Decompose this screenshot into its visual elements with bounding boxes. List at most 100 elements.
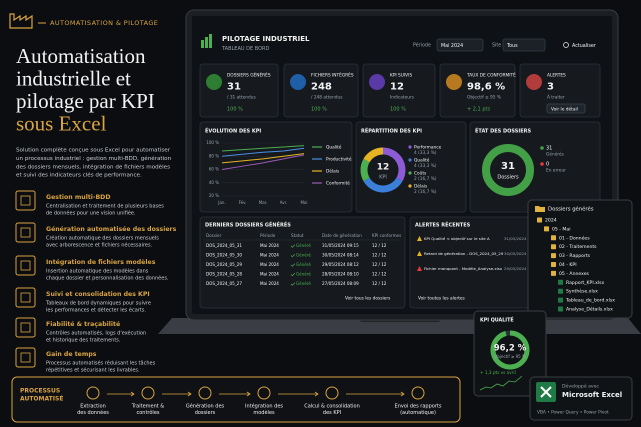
title-line: industrielle et [16,66,131,90]
sparkline [479,375,523,391]
badge: AUTOMATISATION & PILOTAGE [50,19,158,27]
legend-dot [540,146,544,150]
file-icon [558,288,563,294]
table-cell: Généré [296,262,311,267]
table-cell: Généré [296,272,311,277]
feature-title: Fiabilité & traçabilité [46,320,120,328]
site-value: Tous [506,43,518,49]
donut-segment [482,144,534,196]
excel-tech: VBA • Power Query • Power Pivot [537,410,609,416]
intro-line: un processus industriel : gestion multi-… [16,155,172,162]
x-tick-label: Fév. [239,200,247,205]
kpi-value: 98,6 % [467,82,505,93]
panel-title: ÉVOLUTION DES KPI [205,127,261,135]
table-cell: 27/05/2024 08:09 [322,281,359,286]
file-icon [558,279,563,285]
process-step: Calcul & consolidation [304,404,360,410]
gauge-value: 96,2 % [494,344,527,354]
table-cell: DOS_2024_05_28 [206,272,242,277]
process-step: (automatique) [400,410,436,416]
excel-x [540,386,552,398]
check-icon [290,282,296,286]
donut-label: Dossiers [497,175,519,181]
alert-text: Fichier manquant - Modèle_Analyse.xlsx [424,266,503,271]
feature-title: Suivi et consolidation des KPI [46,291,150,298]
donut-value: 31 [501,161,515,172]
donut-segment [382,147,406,182]
title-line: Automatisation [16,44,146,68]
process-step: Extraction [80,404,106,410]
process-arrow [107,391,135,397]
process-step: des KPI [323,410,341,416]
donut-segment [360,158,370,182]
period-select [436,38,484,52]
process-icon [325,386,339,400]
kpi-label: DOSSIERS GÉNÉRÉS [227,71,271,79]
folder-icon [537,217,542,223]
table-header: Date de génération [322,233,362,238]
table-cell: Mai 2024 [260,253,279,258]
kpi-line [221,147,305,157]
warning-icon [417,236,422,241]
table-link[interactable]: Voir tous les dossiers [345,296,391,302]
donut-segment [363,147,384,163]
process-label: AUTOMATISÉ [20,395,63,403]
legend-count: 31 [546,146,552,152]
table-cell: Généré [296,243,311,248]
feature-title: Gain de temps [46,351,97,358]
donut-value: 12 [377,163,390,173]
table-cell: 12 / 12 [372,281,387,286]
feature-text: chaque dossier et personnalisation des d… [46,275,169,282]
y-tick-label: 100 % [206,140,219,145]
legend-label: Générés [546,151,565,158]
folder-name: 04 - KPI [559,262,577,268]
feature-text: de données pour une vision unifiée. [46,210,136,217]
table-cell: 12 / 12 [372,272,387,277]
process-arrow [346,391,405,397]
donut-label: KPI [379,175,387,181]
table-cell: 12 / 12 [372,262,387,267]
check-icon [290,263,296,267]
panel [199,121,353,213]
logo-bar [205,37,208,48]
process-icon [411,386,425,400]
alerts-link[interactable]: Voir toutes les alertes [418,296,466,302]
folder-icon [551,262,556,267]
process-step: Traitement & [131,404,165,410]
excel-title: Microsoft Excel [562,391,622,399]
table-cell: Généré [296,281,311,286]
feature-icon-inner [20,227,31,238]
legend-label: Coûts [414,170,427,177]
folder-icon [551,235,556,241]
table-cell: Mai 2024 [260,243,279,248]
process-bar [11,376,461,423]
process-icon [86,386,100,400]
kpi-icon [290,74,306,90]
alert-date: 29/05/2024 [504,266,527,271]
legend-dot [408,158,412,162]
process-step: des données [77,409,109,416]
kpi-sub: À traiter [547,94,565,101]
legend-label: Qualité [414,157,430,164]
dashboard-title: PILOTAGE INDUSTRIEL [222,35,310,43]
file-name: Analyse_Détails.xlsx [566,306,613,313]
warning-icon [417,266,422,271]
table-cell: 12 / 12 [372,243,387,248]
kpi-sub: / 248 attendus [311,95,343,101]
x-tick-label: Avr. [280,200,287,205]
donut-segment [363,177,403,193]
intro-line: des dossiers mensuels, intégration de fi… [16,163,170,170]
feature-text: Tableaux de bord dynamiques pour suivre [45,301,151,307]
process-arrow [278,391,319,397]
refresh-button[interactable]: Actualiser [572,43,596,49]
x-tick-label: Jan. [217,200,225,205]
feature-title: Intégration de fichiers modèles [46,258,156,266]
table-cell: DOS_2024_05_27 [206,281,242,286]
factory-shape [9,13,33,29]
kpi-link[interactable]: Voir le détail [551,105,578,112]
legend-value: 2 (16,7 %) [414,189,437,195]
kpi-line [221,145,305,152]
gauge-arc [490,330,530,370]
